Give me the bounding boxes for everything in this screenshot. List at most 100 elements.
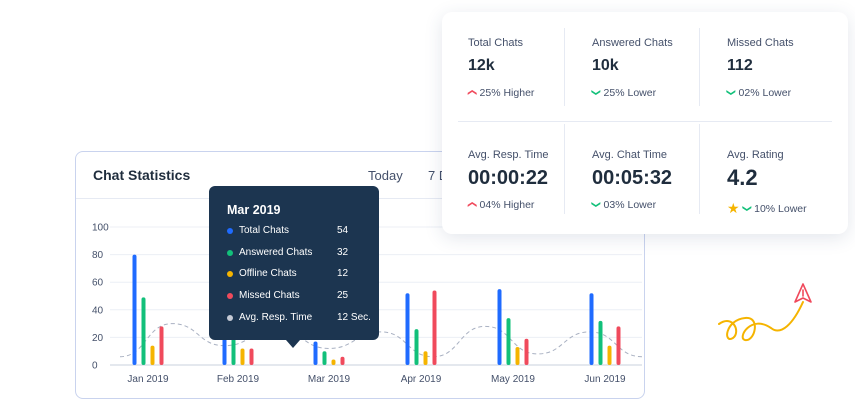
stat-avg-rating: Avg. Rating 4.2 ★ ❯ 10% Lower — [727, 149, 855, 249]
tooltip-row-avg-resp-time: Avg. Resp. Time 12 Sec. — [227, 312, 377, 326]
tooltip-row-offline-chats: Offline Chats 12 — [227, 268, 377, 282]
tooltip-label: Answered Chats — [239, 247, 313, 258]
y-tick-label: 80 — [92, 250, 104, 261]
x-tick-label: Feb 2019 — [217, 374, 260, 385]
bar-total-chats-3 — [405, 293, 410, 365]
stat-change: ❯ 04% Higher — [466, 199, 535, 211]
legend-dot-avg-resp-time — [227, 315, 233, 321]
tooltip-row-total-chats: Total Chats 54 — [227, 225, 377, 239]
trend-line — [119, 323, 643, 358]
tooltip-value: 32 — [337, 247, 349, 258]
legend-dot-total-chats — [227, 228, 233, 234]
bar-chart: 0 20 40 60 80 100 Jan 2019 Feb 2019 Mar 2019 Apr … — [92, 223, 643, 385]
bar-answered-chats-4 — [506, 318, 511, 365]
stat-label: Avg. Resp. Time — [468, 149, 549, 161]
tooltip-row-answered-chats: Answered Chats 32 — [227, 247, 377, 261]
stat-answered-chats: Answered Chats 10k ❯ 25% Lower — [591, 37, 722, 137]
stat-change-text: 25% Lower — [603, 87, 657, 99]
stat-label: Avg. Chat Time — [592, 149, 667, 161]
stat-change: ❯ 25% Lower — [591, 87, 657, 99]
x-tick-label: Jun 2019 — [584, 374, 626, 385]
tooltip-pointer — [286, 340, 300, 348]
stats-divider — [699, 124, 700, 214]
chart-title: Chat Statistics — [93, 167, 191, 183]
x-tick-label: Apr 2019 — [401, 374, 442, 385]
legend-dot-answered-chats — [227, 250, 233, 256]
bar-offline-chats-0 — [150, 345, 155, 365]
chevron-up-icon: ❯ — [466, 88, 477, 97]
bar-total-chats-4 — [497, 289, 502, 365]
chevron-up-icon: ❯ — [466, 200, 477, 209]
bar-missed-chats-3 — [432, 290, 437, 365]
x-tick-label: May 2019 — [491, 374, 535, 385]
tooltip-title: Mar 2019 — [227, 203, 281, 217]
bar-answered-chats-5 — [598, 320, 603, 365]
legend-dot-missed-chats — [227, 293, 233, 299]
bar-missed-chats-4 — [524, 338, 529, 365]
x-tick-label: Jan 2019 — [127, 374, 169, 385]
stat-change: ❯ 25% Higher — [466, 87, 535, 99]
tooltip-value: 25 — [337, 290, 349, 301]
chevron-down-icon: ❯ — [741, 204, 752, 213]
y-tick-label: 60 — [92, 278, 104, 289]
stat-avg-resp-time: Avg. Resp. Time 00:00:22 ❯ 04% Higher — [466, 149, 598, 249]
stat-change-text: 02% Lower — [738, 87, 792, 99]
stats-card: Total Chats 12k ❯ 25% Higher Answered Cha… — [442, 12, 848, 234]
legend-dot-offline-chats — [227, 271, 233, 277]
bar-missed-chats-0 — [159, 326, 164, 365]
stat-value: 4.2 — [727, 165, 758, 190]
y-tick-label: 40 — [92, 305, 104, 316]
stat-value: 00:05:32 — [592, 167, 673, 189]
stat-total-chats: Total Chats 12k ❯ 25% Higher — [466, 37, 598, 137]
bar-missed-chats-5 — [616, 326, 621, 365]
bar-answered-chats-3 — [414, 329, 419, 365]
y-tick-label: 20 — [92, 333, 104, 344]
chevron-down-icon: ❯ — [726, 88, 737, 97]
y-tick-label: 100 — [92, 223, 109, 234]
stat-change: ❯ 03% Lower — [591, 199, 657, 211]
stat-change-text: 10% Lower — [754, 203, 807, 215]
tooltip-label: Total Chats — [239, 225, 290, 236]
stat-change: ★ ❯ 10% Lower — [727, 199, 807, 216]
stat-change: ❯ 02% Lower — [726, 87, 792, 99]
stat-label: Answered Chats — [592, 37, 673, 49]
bar-offline-chats-5 — [607, 345, 612, 365]
stat-change-text: 03% Lower — [603, 199, 657, 211]
bar-answered-chats-2 — [322, 351, 327, 365]
stat-label: Avg. Rating — [727, 149, 784, 161]
stats-divider — [699, 28, 700, 106]
bar-total-chats-5 — [589, 293, 594, 365]
tooltip-row-missed-chats: Missed Chats 25 — [227, 290, 377, 304]
stat-value: 12k — [468, 57, 495, 74]
bar-offline-chats-4 — [515, 347, 520, 365]
bar-offline-chats-2 — [331, 359, 336, 365]
tooltip-label: Offline Chats — [239, 268, 297, 279]
stats-divider — [564, 28, 565, 106]
stat-value: 112 — [727, 57, 753, 74]
stat-change-text: 25% Higher — [479, 87, 535, 99]
tab-today[interactable]: Today — [368, 168, 403, 183]
bar-total-chats-2 — [313, 341, 318, 365]
stat-missed-chats: Missed Chats 112 ❯ 02% Lower — [726, 37, 855, 137]
y-tick-label: 0 — [92, 361, 98, 372]
stat-change-text: 04% Higher — [479, 199, 535, 211]
bar-answered-chats-0 — [141, 297, 146, 365]
tooltip-value: 12 — [337, 268, 349, 279]
tooltip-value: 12 Sec. — [337, 312, 371, 323]
star-icon: ★ — [727, 200, 740, 216]
bar-missed-chats-1 — [249, 348, 254, 365]
paper-plane-doodle — [718, 283, 812, 341]
bar-offline-chats-1 — [240, 348, 245, 365]
chevron-down-icon: ❯ — [591, 88, 602, 97]
x-tick-label: Mar 2019 — [308, 374, 351, 385]
chart-tooltip: Mar 2019 Total Chats 54 Answered Chats 3… — [209, 186, 379, 348]
stats-divider — [458, 121, 832, 122]
stat-label: Total Chats — [468, 37, 524, 49]
chevron-down-icon: ❯ — [591, 200, 602, 209]
tooltip-value: 54 — [337, 225, 349, 236]
stat-avg-chat-time: Avg. Chat Time 00:05:32 ❯ 03% Lower — [591, 149, 722, 249]
bar-offline-chats-3 — [423, 351, 428, 365]
bar-total-chats-0 — [132, 254, 137, 365]
bar-missed-chats-2 — [340, 356, 345, 365]
stat-value: 10k — [592, 57, 619, 74]
